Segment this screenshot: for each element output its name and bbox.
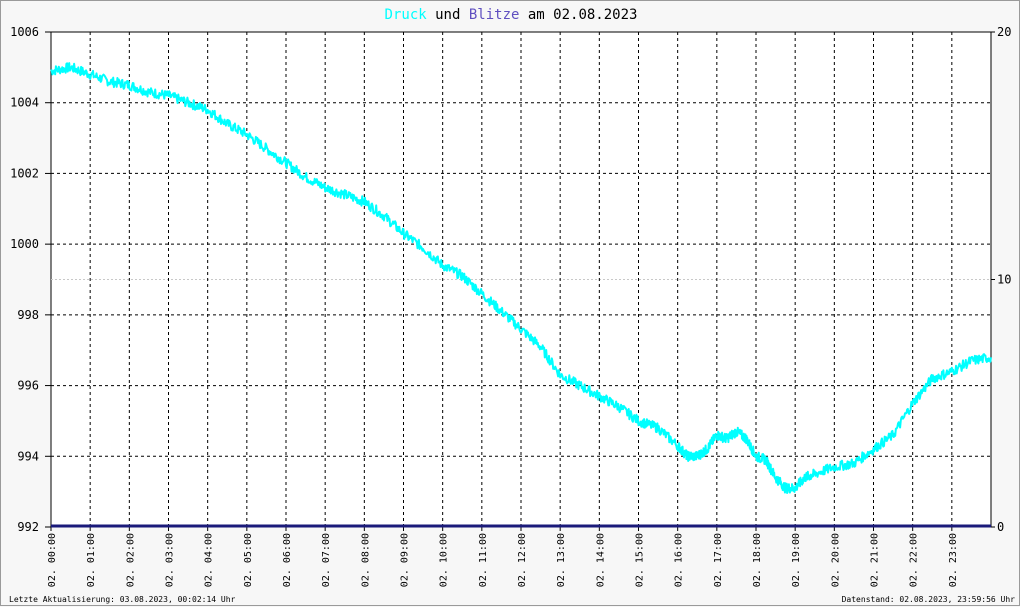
x-tick-label: 02. 17:00 xyxy=(713,533,724,587)
x-tick-label: 02. 15:00 xyxy=(635,533,646,587)
chart-title: Druck und Blitze am 02.08.2023 xyxy=(385,7,638,23)
x-tick-label: 02. 05:00 xyxy=(243,533,254,587)
x-axis: 02. 00:00 02. 01:00 02. 02:00 02. 03:00 02. … xyxy=(47,527,959,587)
series-line-druck xyxy=(50,62,992,494)
x-tick-label: 02. 23:00 xyxy=(948,533,959,587)
title-blitze: Blitze xyxy=(469,7,520,23)
y-tick-label: 994 xyxy=(17,449,39,463)
x-tick-label: 02. 12:00 xyxy=(517,533,528,587)
y-tick-label: 998 xyxy=(17,308,39,322)
y-tick-label: 1004 xyxy=(10,96,39,110)
x-tick-label: 02. 10:00 xyxy=(439,533,450,587)
y-tick-label: 992 xyxy=(17,520,39,534)
x-tick-label: 02. 16:00 xyxy=(674,533,685,587)
y-tick-label: 1002 xyxy=(10,166,39,180)
x-tick-label: 02. 19:00 xyxy=(791,533,802,587)
x-tick-label: 02. 11:00 xyxy=(478,533,489,587)
y2-tick-label: 10 xyxy=(997,273,1011,287)
x-tick-label: 02. 21:00 xyxy=(870,533,881,587)
x-tick-label: 02. 00:00 xyxy=(47,533,58,587)
grid xyxy=(50,31,992,528)
footer-last-update: Letzte Aktualisierung: 03.08.2023, 00:02… xyxy=(9,595,236,604)
x-tick-label: 02. 06:00 xyxy=(282,533,293,587)
x-tick-label: 02. 08:00 xyxy=(360,533,371,587)
y2-tick-label: 20 xyxy=(997,25,1011,39)
y-tick-label: 996 xyxy=(17,379,39,393)
x-tick-label: 02. 22:00 xyxy=(909,533,920,587)
x-tick-label: 02. 09:00 xyxy=(400,533,411,587)
y-tick-label: 1000 xyxy=(10,237,39,251)
footer-data-status: Datenstand: 02.08.2023, 23:59:56 Uhr xyxy=(842,595,1016,604)
title-und: und xyxy=(435,7,460,23)
x-tick-label: 02. 20:00 xyxy=(830,533,841,587)
x-tick-label: 02. 14:00 xyxy=(595,533,606,587)
title-druck: Druck xyxy=(385,7,428,23)
x-tick-label: 02. 01:00 xyxy=(86,533,97,587)
y-tick-label: 1006 xyxy=(10,25,39,39)
x-tick-label: 02. 07:00 xyxy=(321,533,332,587)
x-tick-label: 02. 02:00 xyxy=(125,533,136,587)
series-group xyxy=(50,62,992,528)
x-tick-label: 02. 04:00 xyxy=(204,533,215,587)
x-tick-label: 02. 18:00 xyxy=(752,533,763,587)
title-date: am 02.08.2023 xyxy=(528,7,638,23)
x-tick-label: 02. 03:00 xyxy=(165,533,176,587)
x-tick-label: 02. 13:00 xyxy=(556,533,567,587)
y-axis-left: 992 994 996 998 1000 1002 1004 1006 xyxy=(10,25,51,534)
y2-tick-label: 0 xyxy=(997,520,1004,534)
y-axis-right: 0 10 20 xyxy=(991,25,1011,534)
